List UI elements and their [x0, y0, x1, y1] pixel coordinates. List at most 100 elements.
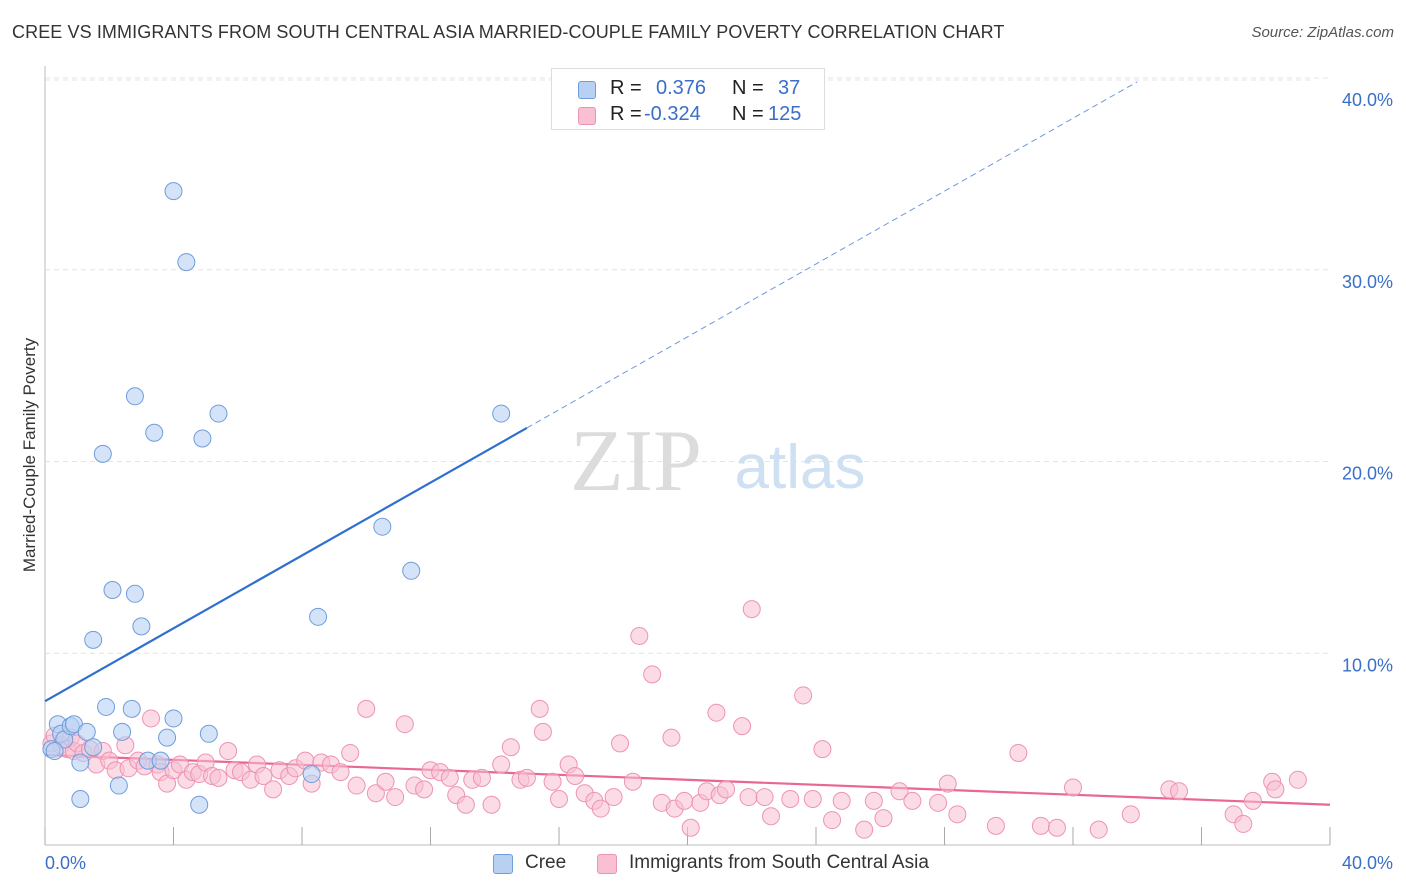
cree-point [164, 182, 183, 201]
immigrants-point [813, 740, 832, 759]
immigrants-point [611, 734, 630, 753]
cree-point [199, 724, 218, 743]
immigrants-point [1234, 814, 1253, 833]
immigrants-point [550, 789, 568, 808]
legend-row-immigrants: R = -0.324 N = 125 [552, 103, 824, 127]
immigrants-point [566, 766, 585, 785]
immigrants-point [630, 626, 649, 645]
immigrants-point [717, 780, 736, 799]
immigrants-point [938, 774, 957, 793]
immigrants-point [543, 772, 562, 791]
immigrants-point [591, 799, 610, 818]
legend-r-label: R = [610, 103, 642, 125]
cree-point [103, 580, 122, 599]
immigrants-point [331, 763, 350, 782]
immigrants-swatch [597, 854, 617, 874]
immigrants-point [1064, 778, 1082, 797]
immigrants-point [794, 686, 813, 705]
immigrants-point [623, 772, 642, 791]
immigrants-point [681, 818, 700, 837]
immigrants-point [890, 782, 909, 801]
legend-r-value: -0.324 [644, 103, 701, 125]
legend-r-label: R = [610, 77, 642, 99]
immigrants-point [832, 791, 851, 810]
immigrants-point [755, 788, 774, 807]
cree-point [132, 617, 151, 636]
cree-trend-extension [526, 81, 1138, 429]
immigrants-point [456, 795, 475, 814]
immigrants-point [341, 743, 360, 762]
tick-labels: 10.0% 20.0% 30.0% 40.0% 0.0% 40.0% [45, 90, 1393, 873]
immigrants-point [1243, 791, 1262, 810]
y-tick-label: 10.0% [1342, 655, 1393, 675]
immigrants-point [675, 791, 694, 810]
cree-trend-line [44, 426, 528, 703]
immigrants-point [855, 820, 874, 839]
immigrants-point [903, 791, 922, 810]
immigrants-point [142, 709, 161, 728]
watermark-zip: ZIP [570, 413, 702, 510]
immigrants-point [1288, 770, 1307, 789]
immigrants-point [823, 811, 842, 830]
immigrants-point [929, 793, 948, 812]
cree-point [309, 607, 328, 626]
immigrants-point [803, 789, 822, 808]
immigrants-point [530, 699, 549, 718]
legend-n-value: 125 [768, 103, 802, 125]
immigrants-point [1009, 743, 1028, 762]
cree-point [373, 517, 392, 536]
legend-r-value: 0.376 [656, 77, 707, 99]
x-tick-label-min: 0.0% [45, 853, 86, 873]
immigrants-point [209, 768, 228, 787]
y-tick-label: 20.0% [1342, 464, 1393, 484]
cree-point [145, 423, 164, 442]
cree-point [77, 722, 96, 741]
cree-point [125, 584, 144, 603]
immigrants-point [707, 703, 726, 722]
cree-swatch [493, 854, 513, 874]
cree-point [113, 722, 132, 741]
immigrants-point [1266, 780, 1285, 799]
immigrants-point [781, 789, 800, 808]
cree-point [158, 728, 177, 747]
y-axis-label: Married-Couple Family Poverty [20, 337, 39, 573]
cree-point [122, 699, 141, 718]
legend-n-label: N = [732, 77, 764, 99]
legend-immigrants-label: Immigrants from South Central Asia [629, 852, 929, 873]
cree-point [492, 404, 511, 423]
immigrants-point [395, 715, 414, 734]
immigrants-point [604, 788, 623, 807]
immigrants-point [219, 742, 238, 761]
chart-title: CREE VS IMMIGRANTS FROM SOUTH CENTRAL AS… [12, 22, 1005, 42]
cree-point [177, 253, 196, 272]
cree-point [93, 444, 112, 463]
source-credit: Source: ZipAtlas.com [1251, 24, 1394, 41]
cree-swatch [578, 81, 596, 99]
legend-n-value: 37 [778, 77, 801, 99]
watermark: ZIP atlas [570, 413, 865, 510]
immigrants-point [874, 809, 893, 828]
immigrants-point [948, 805, 967, 824]
immigrants-point [533, 722, 552, 741]
axes [44, 66, 1331, 846]
immigrants-point [864, 791, 883, 810]
cree-point [164, 709, 183, 728]
immigrants-point [501, 738, 520, 757]
immigrants-point [1047, 818, 1066, 837]
cree-point [84, 738, 103, 757]
x-tick-label-max: 40.0% [1342, 853, 1393, 873]
immigrants-swatch [578, 107, 596, 125]
immigrants-point [1170, 782, 1189, 801]
immigrants-point [662, 728, 681, 747]
correlation-legend: R = 0.376 N = 37 R = -0.324 N = 125 [551, 68, 825, 130]
cree-point [190, 795, 209, 814]
cree-point [302, 765, 321, 784]
immigrants-point [742, 600, 761, 619]
cree-point [84, 630, 103, 649]
cree-point [402, 561, 421, 580]
immigrants-point [357, 699, 376, 718]
y-tick-label: 40.0% [1342, 90, 1393, 110]
immigrants-point [1089, 820, 1108, 839]
cree-point [109, 776, 128, 795]
